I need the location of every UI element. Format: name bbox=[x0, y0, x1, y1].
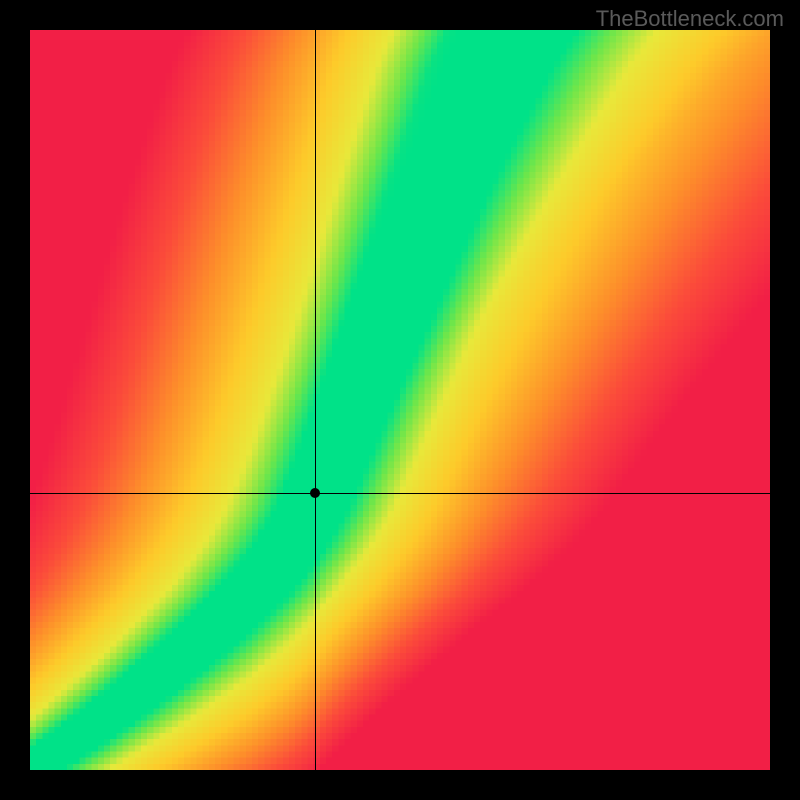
crosshair-vertical bbox=[315, 30, 316, 770]
plot-area bbox=[30, 30, 770, 770]
heatmap-canvas bbox=[30, 30, 770, 770]
chart-container: TheBottleneck.com bbox=[0, 0, 800, 800]
watermark-text: TheBottleneck.com bbox=[596, 6, 784, 32]
crosshair-marker bbox=[310, 488, 320, 498]
crosshair-horizontal bbox=[30, 493, 770, 494]
